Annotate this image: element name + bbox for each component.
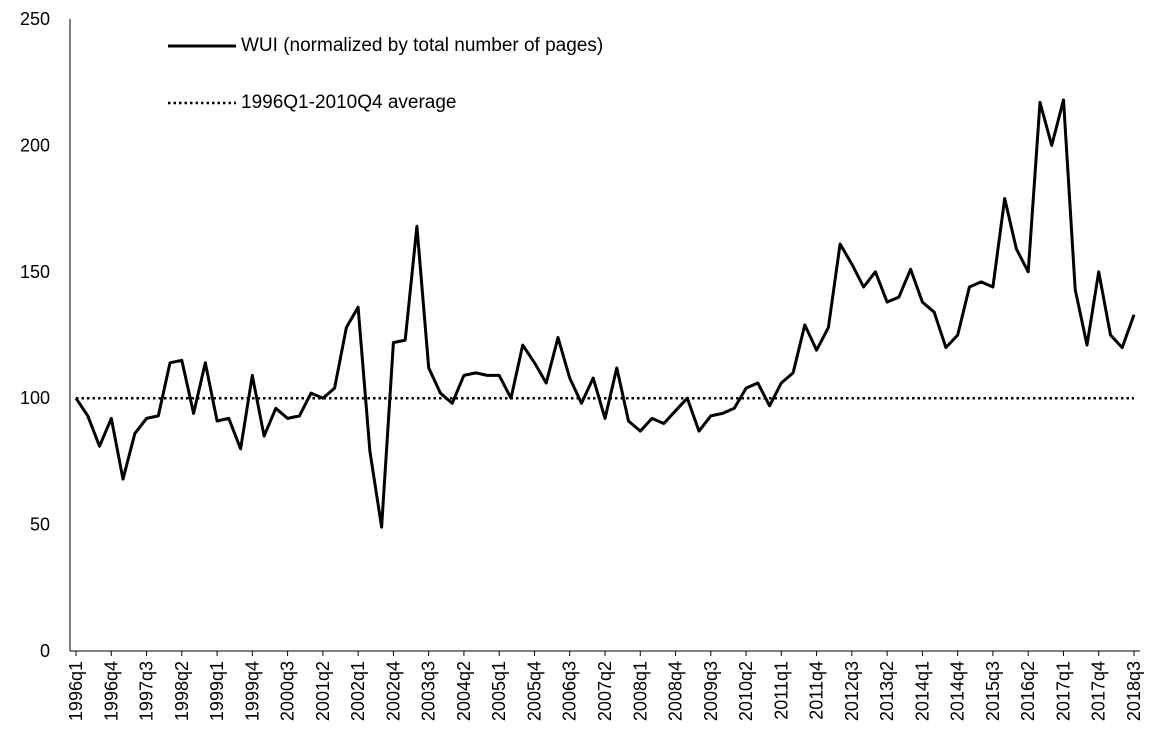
x-tick-label: 1999q4	[242, 661, 262, 721]
x-tick-label: 2011q4	[807, 661, 827, 720]
x-tick-label: 2005q4	[524, 661, 544, 721]
x-tick-label: 2011q1	[771, 661, 791, 720]
y-tick-label: 0	[40, 641, 50, 661]
x-tick-label: 2014q4	[948, 661, 968, 721]
x-tick-label: 2000q3	[278, 661, 298, 721]
x-tick-label: 2008q4	[666, 661, 686, 721]
series-line	[74, 98, 1136, 529]
y-tick-label: 100	[20, 388, 50, 408]
x-tick-label: 2007q2	[595, 661, 615, 721]
x-tick-label: 2015q3	[983, 661, 1003, 721]
x-tick-label: 1996q4	[101, 661, 121, 721]
x-tick-label: 2001q2	[313, 661, 333, 721]
y-tick-label: 200	[20, 135, 50, 155]
x-tick-label: 1999q1	[207, 661, 227, 721]
x-tick-label: 2018q3	[1124, 661, 1144, 721]
x-tick-label: 2005q1	[489, 661, 509, 721]
x-tick-label: 1998q2	[172, 661, 192, 721]
y-tick-label: 50	[30, 515, 50, 535]
x-tick-label: 2006q3	[560, 661, 580, 721]
x-tick-label: 2004q2	[454, 661, 474, 721]
legend-label: WUI (normalized by total number of pages…	[241, 35, 604, 56]
x-tick-label: 2002q4	[383, 661, 403, 721]
x-tick-label: 2017q1	[1053, 661, 1073, 721]
x-tick-label: 2009q3	[701, 661, 721, 721]
x-tick-label: 2014q1	[912, 661, 932, 721]
legend-label: 1996Q1-2010Q4 average	[241, 92, 457, 113]
x-tick-label: 2008q1	[630, 661, 650, 721]
x-tick-label: 2010q2	[736, 661, 756, 721]
x-tick-label: 1997q3	[137, 661, 157, 721]
x-tick-label: 2013q2	[877, 661, 897, 721]
x-tick-label: 2016q2	[1018, 661, 1038, 721]
x-tick-label: 2003q3	[419, 661, 439, 721]
x-tick-label: 2002q1	[348, 661, 368, 721]
x-tick-label: 1996q1	[66, 661, 86, 721]
y-tick-label: 250	[20, 9, 50, 29]
x-tick-label: 2012q3	[842, 661, 862, 721]
y-tick-label: 150	[20, 262, 50, 282]
x-tick-label: 2017q4	[1089, 661, 1109, 721]
